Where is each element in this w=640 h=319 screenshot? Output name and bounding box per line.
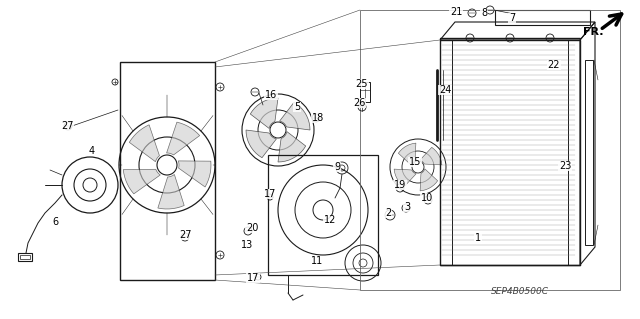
Polygon shape <box>250 98 278 129</box>
Polygon shape <box>124 169 160 194</box>
Bar <box>18 253 32 261</box>
Text: 9: 9 <box>334 162 340 172</box>
Text: 17: 17 <box>247 273 259 283</box>
Polygon shape <box>246 130 276 158</box>
Text: 5: 5 <box>294 102 300 112</box>
Polygon shape <box>398 143 416 165</box>
Text: 21: 21 <box>450 7 462 17</box>
Polygon shape <box>179 161 211 187</box>
Text: 23: 23 <box>559 161 571 171</box>
Polygon shape <box>166 122 200 155</box>
Text: 11: 11 <box>311 256 323 266</box>
Text: 1: 1 <box>475 233 481 243</box>
Text: 22: 22 <box>548 60 560 70</box>
Text: 7: 7 <box>509 13 515 23</box>
Text: 24: 24 <box>439 85 451 95</box>
Text: SEP4B0500C: SEP4B0500C <box>491 287 549 296</box>
Text: 16: 16 <box>265 90 277 100</box>
Polygon shape <box>280 102 310 130</box>
Text: 10: 10 <box>421 193 433 203</box>
Text: 8: 8 <box>481 8 487 18</box>
Bar <box>568 40 580 265</box>
Text: 2: 2 <box>385 208 391 218</box>
Text: 27: 27 <box>179 230 191 240</box>
Text: 27: 27 <box>61 121 73 131</box>
Text: 4: 4 <box>89 146 95 156</box>
Text: 6: 6 <box>52 217 58 227</box>
Polygon shape <box>420 169 438 191</box>
Text: FR.: FR. <box>583 27 604 37</box>
Bar <box>20 255 30 259</box>
Text: 13: 13 <box>241 240 253 250</box>
Text: 18: 18 <box>312 113 324 123</box>
Polygon shape <box>158 174 184 209</box>
Text: 15: 15 <box>409 157 421 167</box>
Text: 17: 17 <box>264 189 276 199</box>
Polygon shape <box>129 125 159 162</box>
Text: 25: 25 <box>356 79 368 89</box>
Text: 20: 20 <box>246 223 258 233</box>
Bar <box>585 60 593 245</box>
Bar <box>360 82 370 102</box>
Text: 26: 26 <box>353 98 365 108</box>
Text: 19: 19 <box>394 180 406 190</box>
Polygon shape <box>394 169 416 187</box>
Polygon shape <box>278 131 306 162</box>
Text: 12: 12 <box>324 215 336 225</box>
Polygon shape <box>420 147 442 165</box>
Text: 3: 3 <box>404 202 410 212</box>
Bar <box>440 40 452 265</box>
